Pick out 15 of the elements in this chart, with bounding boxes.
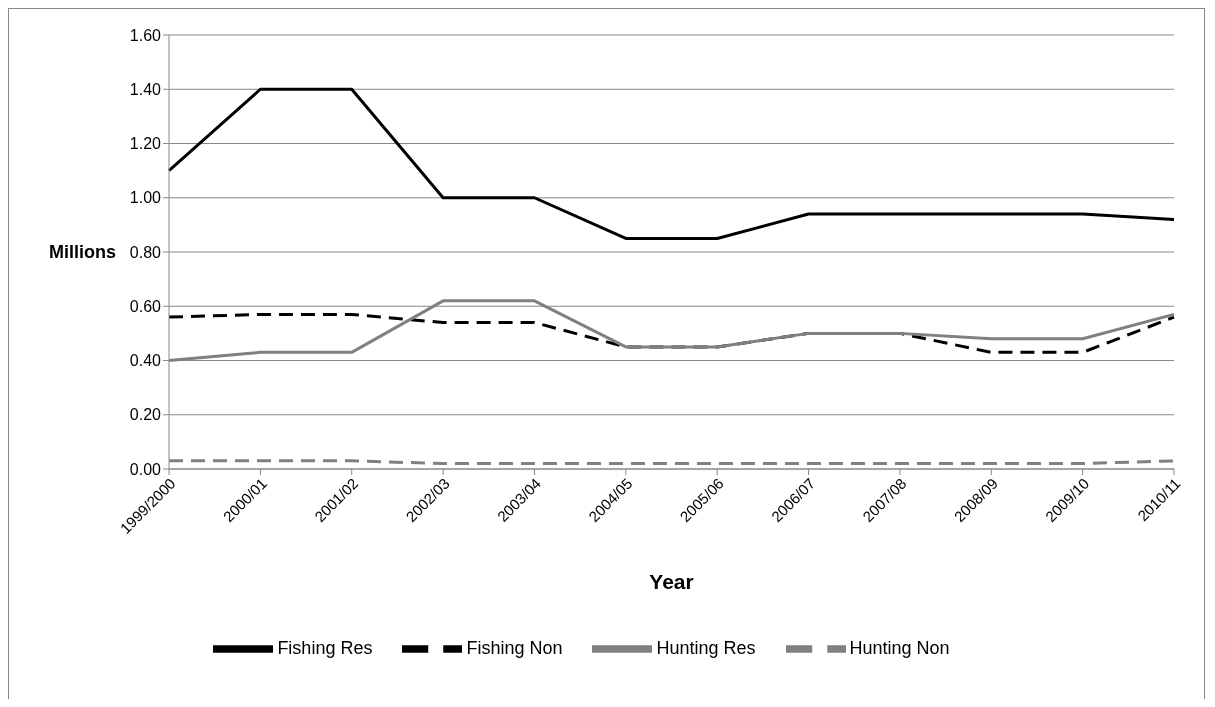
y-tick-label: 0.40: [129, 352, 162, 370]
y-tick-label: 1.00: [129, 189, 162, 207]
y-tick-label: 1.40: [129, 80, 162, 98]
y-axis-title: Millions: [49, 242, 116, 263]
legend-label: Hunting Res: [656, 637, 756, 658]
legend-label: Hunting Non: [849, 637, 950, 658]
legend-label: Fishing Non: [466, 637, 563, 658]
y-tick-label: 0.60: [129, 297, 162, 315]
y-tick-label: 1.60: [129, 26, 162, 44]
legend-label: Fishing Res: [277, 637, 373, 658]
y-tick-label: 0.80: [129, 243, 162, 261]
y-tick-label: 0.00: [129, 460, 162, 478]
x-axis-title: Year: [649, 570, 694, 593]
y-tick-label: 1.20: [129, 135, 162, 153]
y-tick-label: 0.20: [129, 406, 162, 424]
